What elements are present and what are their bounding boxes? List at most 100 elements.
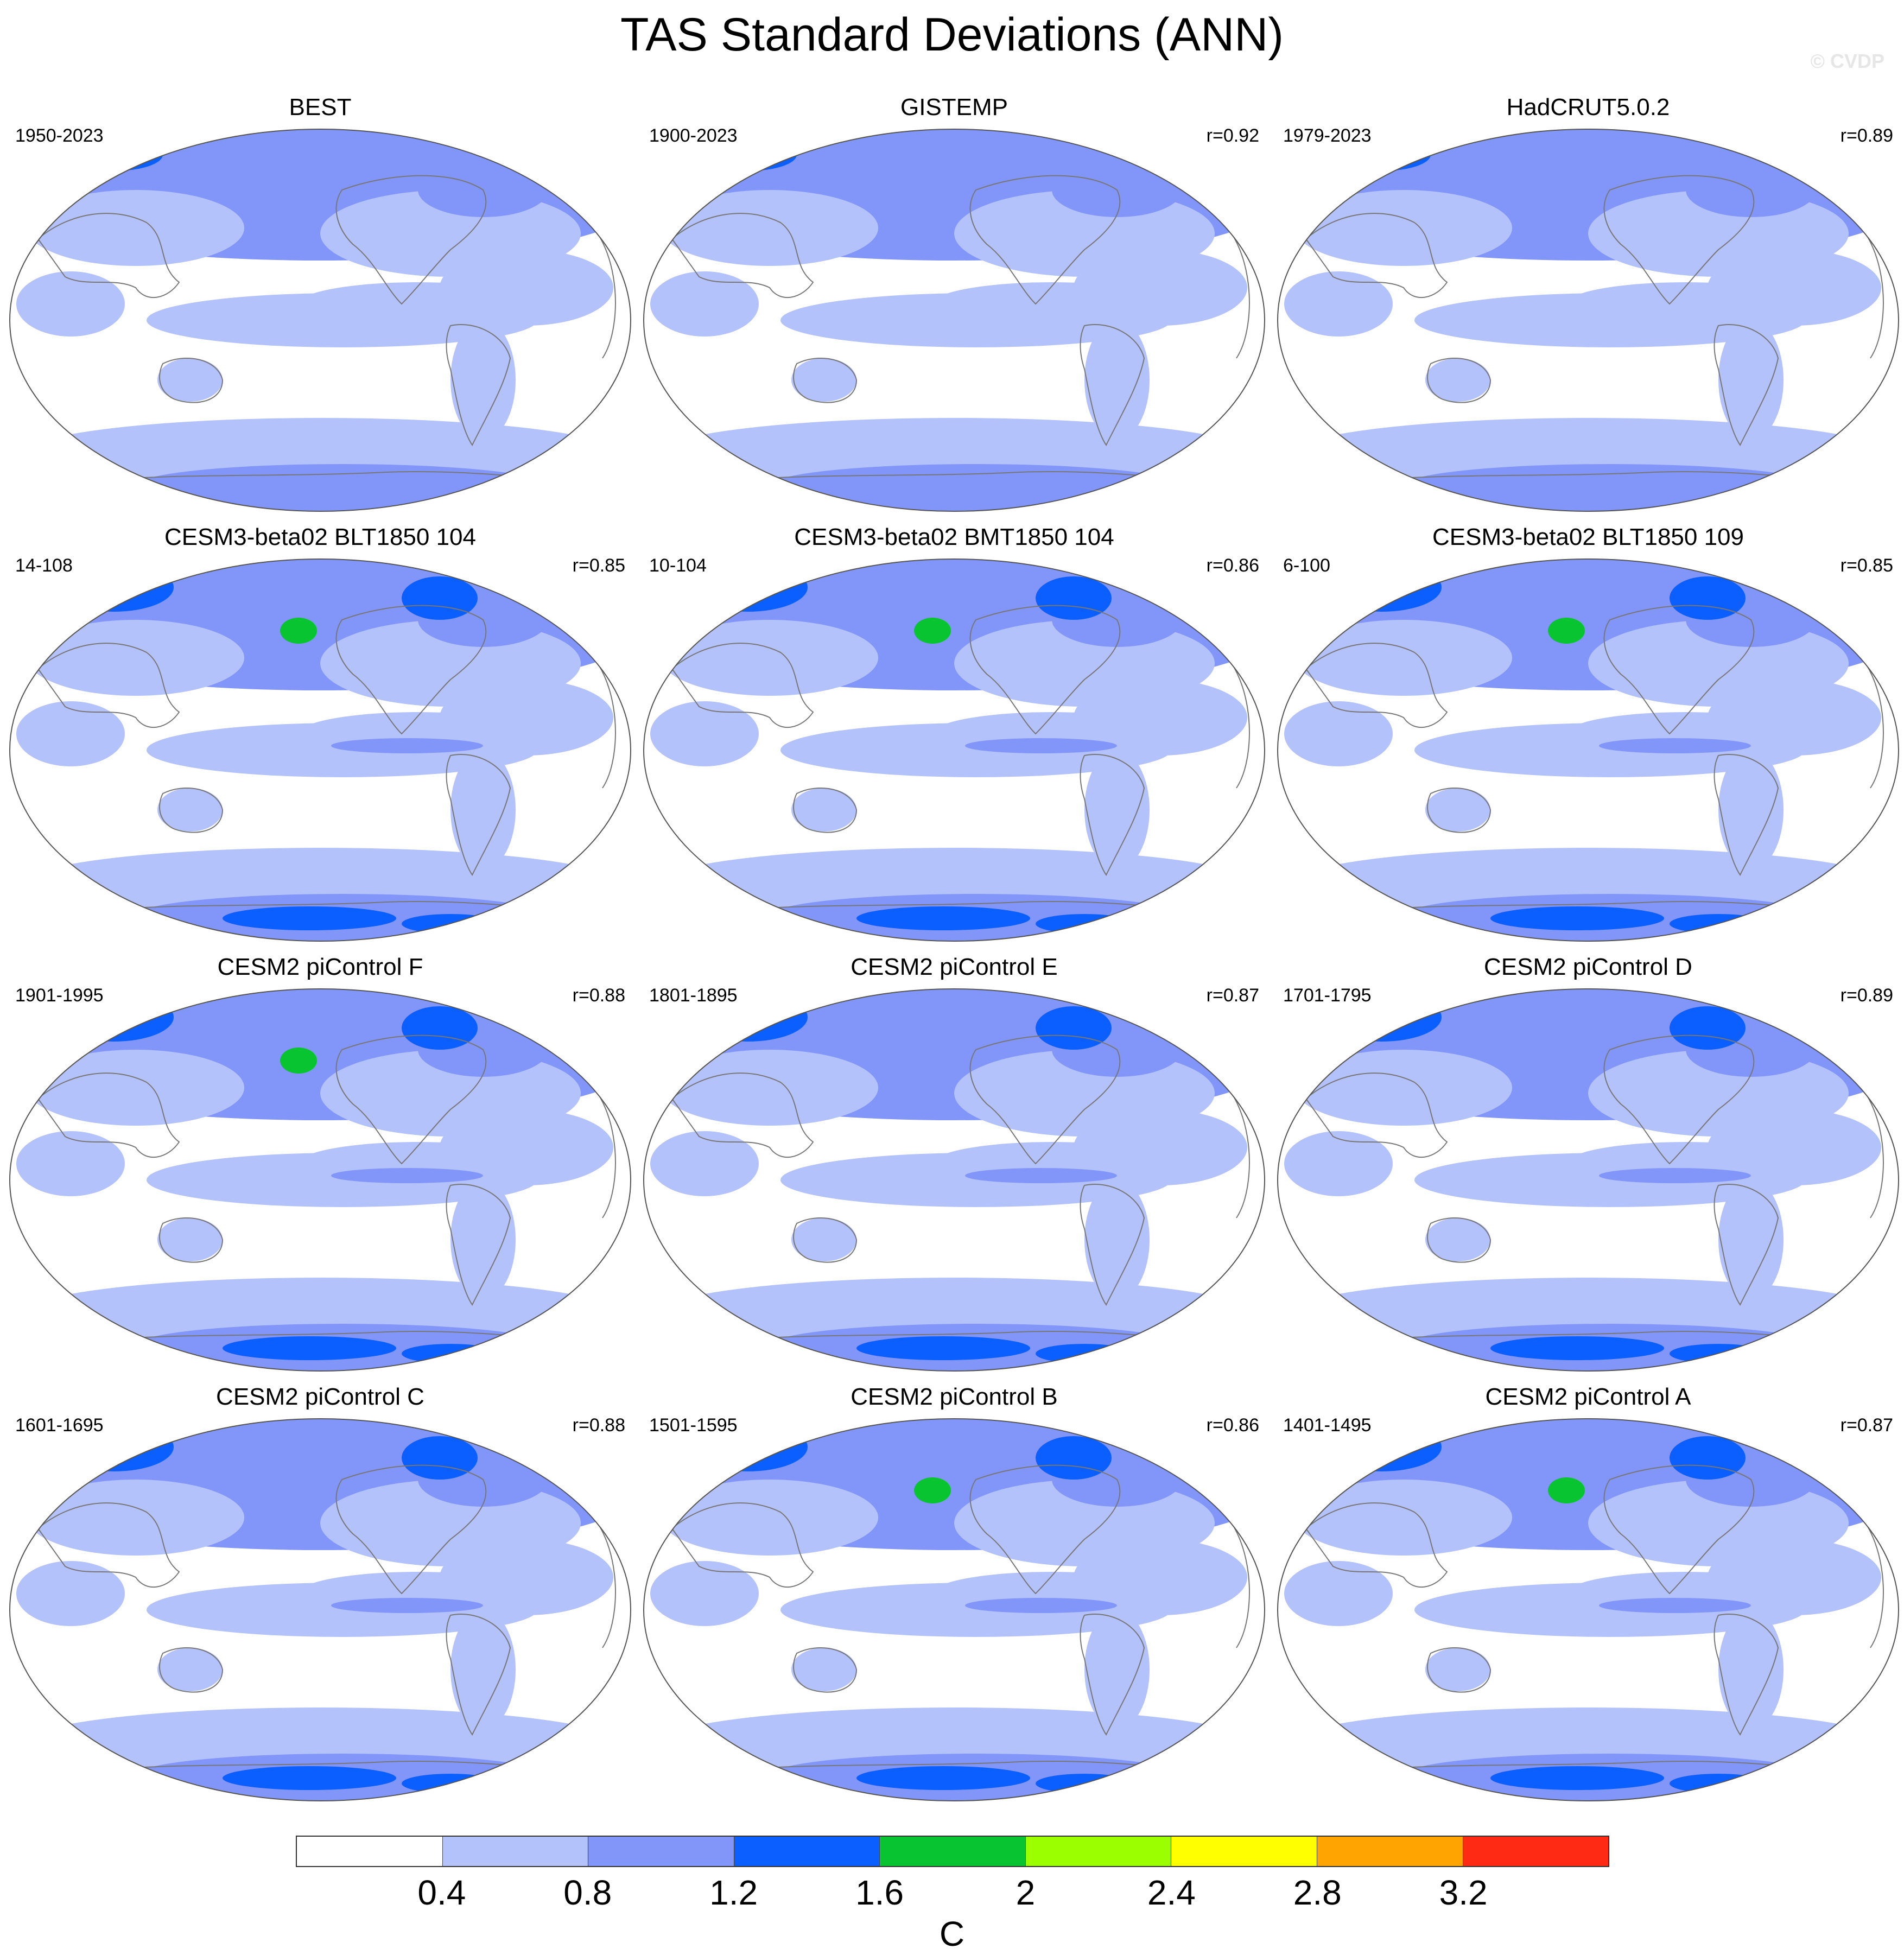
coast-south-america xyxy=(446,1184,511,1306)
map-panel: CESM2 piControl A 1401-1495 r=0.87 xyxy=(1273,1383,1903,1806)
coast-australia xyxy=(793,1217,858,1263)
map-frame xyxy=(9,1418,631,1801)
asia-interior xyxy=(661,190,878,266)
enso-core xyxy=(965,1598,1117,1613)
coast-north-america xyxy=(335,1464,487,1595)
map-panel: CESM2 piControl D 1701-1795 r=0.89 xyxy=(1273,953,1903,1376)
map-panel: HadCRUT5.0.2 1979-2023 r=0.89 xyxy=(1273,93,1903,517)
asia-interior xyxy=(1295,1480,1512,1556)
panel-correlation: r=0.86 xyxy=(1206,555,1259,576)
coast-australia xyxy=(159,358,224,403)
asia-interior xyxy=(27,1480,244,1556)
colorbar-box xyxy=(297,1837,443,1866)
panel-correlation: r=0.85 xyxy=(572,555,625,576)
west-eurasia xyxy=(16,1131,125,1196)
coast-north-america xyxy=(1603,1034,1755,1165)
antarctic-strong-west xyxy=(1490,906,1664,930)
panel-title: CESM2 piControl C xyxy=(216,1383,424,1410)
panel-period: 1801-1895 xyxy=(649,985,738,1006)
panel-period: 6-100 xyxy=(1283,555,1330,576)
antarctic-strong-west xyxy=(856,906,1030,930)
panel-correlation: r=0.87 xyxy=(1206,985,1259,1006)
antarctic-interior xyxy=(136,464,548,507)
colorbar-box xyxy=(880,1837,1026,1866)
enso-east xyxy=(299,282,537,326)
colorbar-tick-label: 1.2 xyxy=(709,1873,758,1912)
colorbar-box xyxy=(734,1837,880,1866)
coast-south-america xyxy=(1713,754,1779,876)
panel-title: CESM3-beta02 BLT1850 109 xyxy=(1432,524,1744,550)
coast-south-america xyxy=(446,754,511,876)
colorbar-tick-label: 0.4 xyxy=(417,1873,466,1912)
coast-australia xyxy=(793,1647,858,1693)
enso-east xyxy=(1566,282,1805,326)
coast-south-america xyxy=(1713,1614,1779,1736)
colorbar-tick-label: 2.4 xyxy=(1147,1873,1196,1912)
siberia-strong xyxy=(688,563,808,612)
siberia-strong xyxy=(688,993,808,1042)
west-eurasia xyxy=(650,1131,759,1196)
robinson-map xyxy=(9,988,631,1372)
coast-north-america xyxy=(969,175,1121,305)
siberia-peak xyxy=(1361,572,1398,592)
siberia-peak xyxy=(93,572,130,592)
coast-north-america xyxy=(969,1464,1121,1595)
panel-period: 1950-2023 xyxy=(15,125,104,146)
hudson-strong xyxy=(1670,576,1746,620)
coast-north-america xyxy=(335,175,487,305)
panel-correlation: r=0.86 xyxy=(1206,1415,1259,1436)
siberia-max xyxy=(715,1429,780,1459)
enso-core xyxy=(331,738,483,753)
asia-interior xyxy=(661,1050,878,1126)
south-america xyxy=(1718,1610,1784,1729)
south-america xyxy=(450,1610,516,1729)
enso-core xyxy=(1599,738,1751,753)
colorbar-tick-label: 0.8 xyxy=(563,1873,612,1912)
colorbar-box xyxy=(1171,1837,1317,1866)
panel-period: 1901-1995 xyxy=(15,985,104,1006)
coast-australia xyxy=(159,1647,224,1693)
siberia-peak xyxy=(727,572,764,592)
south-america xyxy=(1718,1180,1784,1299)
hudson-strong xyxy=(402,576,478,620)
greenland-max xyxy=(1189,573,1219,601)
greenland-strong xyxy=(543,141,575,174)
robinson-map xyxy=(9,558,631,942)
panel-period: 1701-1795 xyxy=(1283,985,1372,1006)
panel-correlation: r=0.88 xyxy=(572,985,625,1006)
antarctic-strong-west xyxy=(1490,1336,1664,1360)
colorbar-tick-label: 2.8 xyxy=(1293,1873,1342,1912)
coast-asia xyxy=(671,643,814,728)
panel-title: GISTEMP xyxy=(900,94,1008,120)
greenland-strong xyxy=(1177,141,1209,174)
map-frame xyxy=(643,129,1265,512)
siberia-strong xyxy=(54,563,174,612)
siberia-strong xyxy=(1322,1423,1442,1471)
west-eurasia xyxy=(650,1561,759,1626)
asia-interior xyxy=(661,620,878,696)
map-frame xyxy=(643,558,1265,942)
greenland-strong xyxy=(532,1001,586,1044)
west-eurasia xyxy=(650,701,759,766)
asia-interior xyxy=(1295,1050,1512,1126)
west-eurasia xyxy=(16,701,125,766)
map-frame xyxy=(9,558,631,942)
panel-period: 1501-1595 xyxy=(649,1415,738,1436)
coast-australia xyxy=(1427,1217,1492,1263)
antarctic-strong-west xyxy=(1490,1766,1664,1790)
robinson-map xyxy=(9,1418,631,1801)
coast-north-america xyxy=(335,605,487,735)
enso-core xyxy=(965,1168,1117,1183)
australia xyxy=(791,1648,856,1691)
panel-title: CESM3-beta02 BMT1850 104 xyxy=(794,524,1114,550)
greenland-max xyxy=(555,573,585,601)
panel-period: 10-104 xyxy=(649,555,707,576)
panel-correlation: r=0.89 xyxy=(1840,985,1893,1006)
coast-north-america xyxy=(969,605,1121,735)
south-america xyxy=(1084,320,1150,440)
robinson-map xyxy=(643,988,1265,1372)
coast-north-america xyxy=(335,1034,487,1165)
siberia-strong xyxy=(1333,138,1431,171)
coast-north-america xyxy=(1603,1464,1755,1595)
west-eurasia xyxy=(1284,1131,1393,1196)
